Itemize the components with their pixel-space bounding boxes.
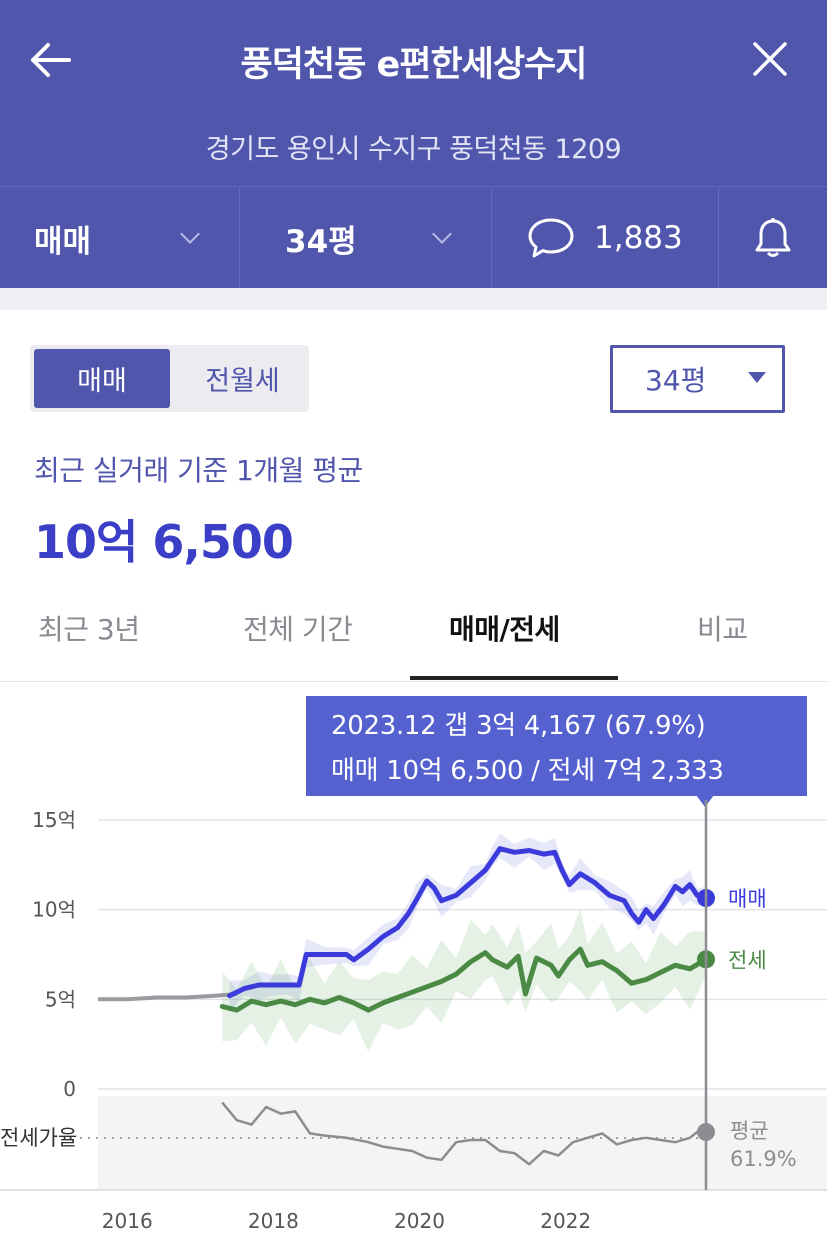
ratio-average-value: 61.9% (730, 1147, 797, 1171)
price-caption: 최근 실거래 기준 1개월 평균 (34, 454, 363, 487)
y-tick-label: 5억 (45, 987, 76, 1011)
comments-button[interactable]: 1,883 (492, 187, 719, 289)
bell-icon (755, 218, 791, 257)
ratio-average-label: 평균 (730, 1119, 769, 1143)
ratio-line (221, 1101, 707, 1166)
app-header: 풍덕천동 e편한세상수지 경기도 용인시 수지구 풍덕천동 1209 매매 34… (0, 0, 827, 289)
ratio-axis-label: 전세가율 (0, 1126, 77, 1150)
toggle-sale[interactable]: 매매 (34, 349, 170, 408)
area-label: 34평 (285, 223, 357, 260)
chevron-down-icon (431, 224, 452, 244)
x-tick-label: 2016 (102, 1209, 153, 1233)
y-tick-label: 10억 (32, 898, 76, 922)
tab-all-period[interactable]: 전체 기간 (243, 613, 353, 646)
series-line-매매 (227, 846, 709, 999)
back-button[interactable] (26, 36, 76, 84)
speech-bubble-icon (528, 218, 574, 258)
deal-type-label: 매매 (34, 223, 92, 260)
y-tick-label: 0 (63, 1077, 76, 1101)
area-select[interactable]: 34평 (610, 345, 785, 413)
area-select-value: 34평 (645, 364, 707, 397)
legend-label: 매매 (728, 887, 767, 911)
history-line (98, 992, 237, 1002)
tab-compare[interactable]: 비교 (697, 613, 748, 646)
tooltip-gap-line: 2023.12 갭 3억 4,167 (67.9%) (331, 711, 706, 741)
caret-down-icon (748, 372, 766, 383)
y-tick-label: 15억 (32, 808, 76, 832)
ratio-strip-bg (98, 1096, 827, 1190)
chart-tabs: 최근 3년 전체 기간 매매/전세 비교 (0, 590, 827, 682)
x-tick-label: 2020 (394, 1209, 445, 1233)
tab-sale-jeonse[interactable]: 매매/전세 (449, 613, 560, 646)
toggle-rent[interactable]: 전월세 (205, 366, 280, 397)
deal-type-dropdown[interactable]: 매매 (0, 187, 240, 289)
tab-recent-3y[interactable]: 최근 3년 (38, 613, 140, 646)
series-line-전세 (219, 946, 709, 1013)
notification-button[interactable] (719, 187, 827, 289)
close-button[interactable] (745, 34, 795, 84)
tooltip-price-line: 매매 10억 6,500 / 전세 7억 2,333 (331, 756, 724, 786)
legend-label: 전세 (728, 948, 767, 972)
page-title: 풍덕천동 e편한세상수지 (240, 45, 588, 85)
series-range-band (222, 908, 706, 1052)
trade-type-toggle: 매매 전월세 (30, 345, 309, 412)
comment-count: 1,883 (594, 220, 683, 256)
filter-bar: 매매 34평 1,883 (0, 186, 827, 289)
close-icon (753, 42, 787, 76)
address-text: 경기도 용인시 수지구 풍덕천동 1209 (205, 134, 622, 165)
active-tab-indicator (410, 676, 618, 680)
area-dropdown[interactable]: 34평 (240, 187, 492, 289)
x-tick-label: 2018 (248, 1209, 299, 1233)
chevron-down-icon (180, 224, 200, 244)
section-divider (0, 288, 827, 310)
arrow-left-icon (31, 43, 71, 77)
chart-tooltip: 2023.12 갭 3억 4,167 (67.9%) 매매 10억 6,500 … (306, 696, 807, 796)
x-tick-label: 2022 (540, 1209, 591, 1233)
average-price: 10억 6,500 (34, 515, 294, 569)
